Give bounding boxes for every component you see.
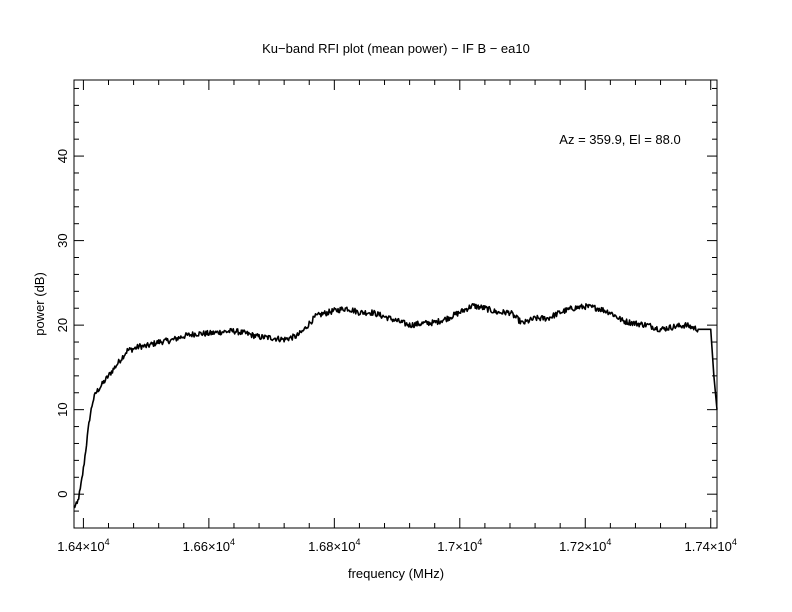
- x-tick-label: 1.68×104: [308, 537, 360, 554]
- y-tick-label: 0: [55, 491, 70, 498]
- x-axis-label: frequency (MHz): [348, 566, 444, 581]
- y-axis: 0 10 20 30 40: [55, 87, 717, 529]
- x-tick-label: 1.7×104: [437, 537, 482, 554]
- x-tick-label: 1.66×104: [183, 537, 235, 554]
- chart-title: Ku−band RFI plot (mean power) − IF B − e…: [262, 41, 530, 56]
- y-tick-label: 10: [55, 402, 70, 416]
- x-tick-exponent: 4: [105, 537, 110, 547]
- x-axis: 1.64×104 1.66×104 1.68×104 1.7×104 1.72×104 1…: [57, 80, 737, 554]
- y-tick-label: 40: [55, 149, 70, 163]
- y-tick-label: 20: [55, 318, 70, 332]
- az-el-annotation: Az = 359.9, El = 88.0: [559, 132, 680, 147]
- y-axis-label: power (dB): [32, 272, 47, 336]
- x-tick-label: 1.74×104: [685, 537, 737, 554]
- x-tick-exponent: 4: [732, 537, 737, 547]
- x-tick-label: 1.72×104: [559, 537, 611, 554]
- plot-frame: [73, 79, 718, 529]
- x-tick-exponent: 4: [356, 537, 361, 547]
- x-tick-exponent: 4: [477, 537, 482, 547]
- x-tick-label: 1.64×104: [57, 537, 109, 554]
- x-tick-exponent: 4: [606, 537, 611, 547]
- series-line: [73, 303, 718, 509]
- x-tick-exponent: 4: [230, 537, 235, 547]
- y-tick-label: 30: [55, 233, 70, 247]
